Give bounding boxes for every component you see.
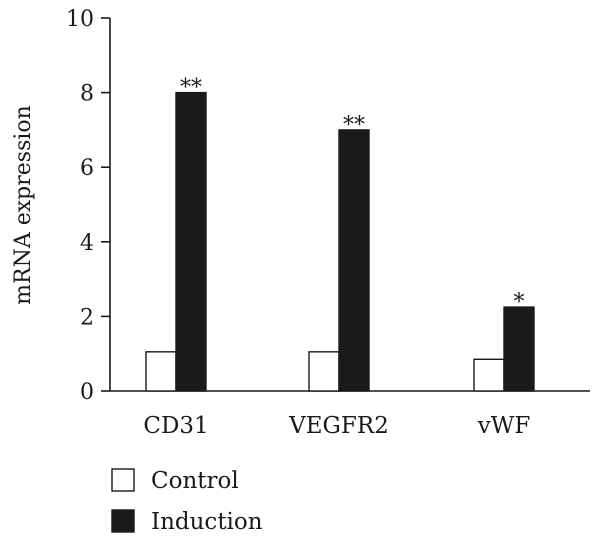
x-tick-label: VEGFR2 xyxy=(288,413,389,439)
legend-label-control: Control xyxy=(151,468,239,494)
y-axis-title: mRNA expression xyxy=(11,105,36,305)
legend-swatch-control xyxy=(111,468,135,492)
y-tick-label: 10 xyxy=(66,7,94,32)
y-tick-label: 4 xyxy=(80,231,94,256)
significance-marker: ** xyxy=(180,76,202,101)
significance-marker: ** xyxy=(343,113,365,138)
significance-marker: * xyxy=(514,290,525,315)
x-ticks: CD31 VEGFR2 vWF xyxy=(143,413,530,439)
y-tick-label: 6 xyxy=(80,156,94,181)
bar-induction-cd31 xyxy=(175,91,207,392)
legend-label-induction: Induction xyxy=(151,509,263,535)
y-tick-label: 8 xyxy=(80,82,94,107)
y-ticks: 0 2 4 6 8 10 xyxy=(66,7,110,405)
y-axis: 0 2 4 6 8 10 xyxy=(66,7,111,405)
x-tick-label: CD31 xyxy=(143,413,208,439)
bar-control-vwf xyxy=(473,358,505,392)
y-tick-label: 2 xyxy=(80,305,94,330)
y-tick-label: 0 xyxy=(80,380,94,405)
bar-induction-vegfr2 xyxy=(338,129,370,392)
x-tick-label: vWF xyxy=(477,413,531,439)
bar-control-cd31 xyxy=(145,351,177,392)
significance-annotations: ***** xyxy=(180,76,525,315)
legend-swatch-induction xyxy=(111,509,135,533)
legend: Control Induction xyxy=(111,468,263,535)
bars xyxy=(145,91,535,392)
bar-induction-vwf xyxy=(503,306,535,392)
bar-control-vegfr2 xyxy=(308,351,340,392)
